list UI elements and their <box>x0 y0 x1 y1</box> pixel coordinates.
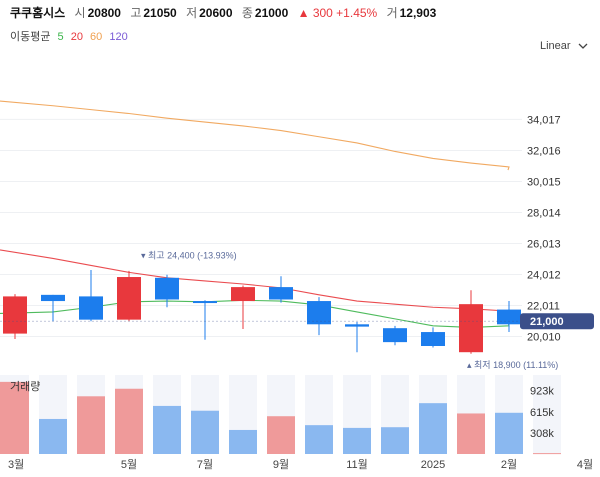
volume-label: 거 <box>386 6 398 20</box>
price-axis-tick: 32,016 <box>527 145 561 157</box>
volume-bar[interactable] <box>533 453 561 455</box>
scale-dropdown[interactable]: Linear <box>540 40 588 52</box>
candle-body[interactable] <box>231 287 255 302</box>
candle-body[interactable] <box>41 294 65 302</box>
stock-name: 쿠쿠홈시스 <box>10 6 66 20</box>
ma-20-item[interactable]: 20 <box>70 31 83 43</box>
candle-body[interactable] <box>79 296 103 320</box>
volume-bar[interactable] <box>229 429 257 454</box>
x-axis-tick: 2025 <box>421 459 445 471</box>
candle-body[interactable] <box>3 296 27 334</box>
candle-body[interactable] <box>459 304 483 353</box>
volume-bar[interactable] <box>267 416 295 454</box>
price-axis-tick: 20,010 <box>527 332 561 344</box>
candle-body[interactable] <box>193 301 217 304</box>
candle-body[interactable] <box>269 287 293 300</box>
volume-bar[interactable] <box>0 381 29 454</box>
x-axis-tick: 4월 <box>577 458 593 471</box>
volume-axis-tick: 923k <box>530 386 554 398</box>
candle-body[interactable] <box>421 332 445 346</box>
volume-bar[interactable] <box>381 427 409 454</box>
volume-value: 12,903 <box>399 6 437 20</box>
x-axis-tick: 3월 <box>8 458 24 471</box>
open-value: 20800 <box>87 6 121 20</box>
volume-bar[interactable] <box>191 410 219 454</box>
moving-average-legend: 이동평균 5 20 60 120 <box>10 28 132 44</box>
x-axis-tick: 5월 <box>121 458 137 471</box>
high-label: 고 <box>130 6 142 20</box>
candle-body[interactable] <box>383 328 407 343</box>
volume-bar[interactable] <box>39 418 67 454</box>
volume-bar[interactable] <box>153 405 181 454</box>
ma-legend-label: 이동평균 <box>10 31 51 43</box>
x-axis-tick: 2월 <box>501 458 517 471</box>
volume-bar[interactable] <box>457 413 485 454</box>
volume-axis-tick: 308k <box>530 428 554 440</box>
candle-body[interactable] <box>117 277 141 320</box>
low-label: 저 <box>186 6 198 20</box>
low-annotation: ▴ 최저 18,900 (11.11%) <box>467 360 558 370</box>
candle-body[interactable] <box>345 324 369 327</box>
high-value: 21050 <box>143 6 177 20</box>
low-value: 20600 <box>199 6 233 20</box>
candle-body[interactable] <box>155 277 179 300</box>
price-axis-tick: 28,014 <box>527 207 561 219</box>
volume-axis-tick: 615k <box>530 407 554 419</box>
ma-line-ma20 <box>0 249 510 313</box>
candle-body[interactable] <box>497 309 521 325</box>
open-label: 시 <box>74 6 86 20</box>
volume-bar[interactable] <box>77 396 105 454</box>
volume-title: 거래량 <box>10 380 40 393</box>
chevron-down-icon <box>578 43 588 50</box>
price-axis-tick: 24,012 <box>527 270 561 282</box>
price-axis-tick: 30,015 <box>527 176 561 188</box>
price-axis-tick: 34,017 <box>527 114 561 126</box>
volume-bar[interactable] <box>419 403 447 454</box>
last-price-tag <box>520 313 594 330</box>
candle-body[interactable] <box>307 301 331 325</box>
ma-5-item[interactable]: 5 <box>57 31 64 43</box>
last-price-value: 21,000 <box>530 316 564 328</box>
ma-line-ma60 <box>0 100 510 171</box>
price-header: 쿠쿠홈시스 시 20800 고 21050 저 20600 종 21000 ▲ 300 … <box>10 4 442 21</box>
price-axis-tick: 22,011 <box>527 301 560 313</box>
x-axis-tick: 11월 <box>346 458 368 471</box>
volume-bar[interactable] <box>115 388 143 454</box>
ma-line-ma5 <box>0 299 510 328</box>
ma-60-item[interactable]: 60 <box>90 31 103 43</box>
ma-120-item[interactable]: 120 <box>109 31 128 43</box>
close-value: 21000 <box>254 6 289 20</box>
high-annotation: ▾ 최고 24,400 (-13.93%) <box>141 251 237 261</box>
scale-label: Linear <box>540 40 571 52</box>
volume-column-bg <box>533 375 561 454</box>
volume-bar[interactable] <box>343 427 371 454</box>
change-value: ▲ 300 +1.45% <box>297 6 378 20</box>
volume-bar[interactable] <box>305 425 333 454</box>
close-label: 종 <box>241 6 253 20</box>
x-axis-tick: 9월 <box>273 458 289 471</box>
volume-bar[interactable] <box>495 412 523 454</box>
price-axis-tick: 26,013 <box>527 238 561 250</box>
x-axis-tick: 7월 <box>197 458 213 471</box>
